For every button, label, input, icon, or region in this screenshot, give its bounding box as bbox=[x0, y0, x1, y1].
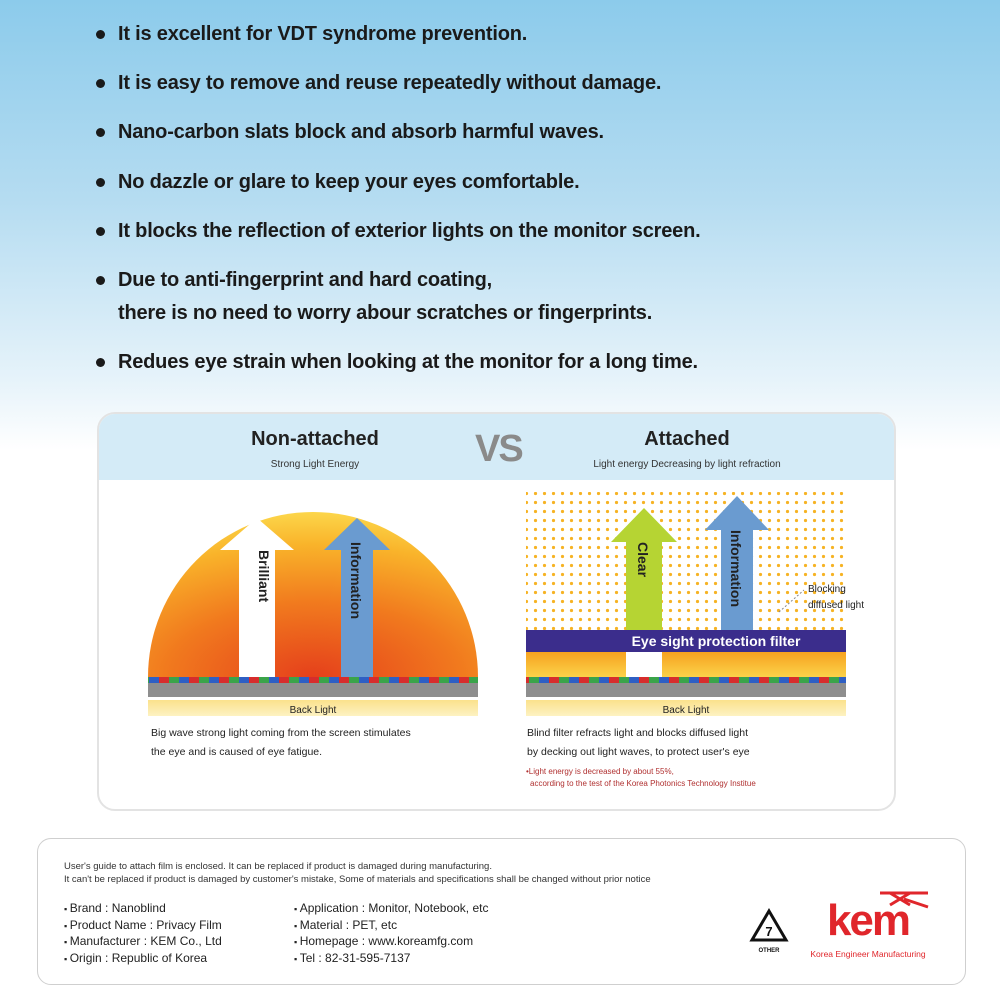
feature-text: It is easy to remove and reuse repeatedl… bbox=[118, 72, 662, 94]
information-label: Information bbox=[348, 542, 364, 619]
svg-text:kem: kem bbox=[827, 896, 909, 945]
left-desc-line: the eye and is caused of eye fatigue. bbox=[151, 746, 323, 758]
spec-brand: Brand : Nanoblind bbox=[64, 901, 222, 918]
back-light-label: Back Light bbox=[663, 705, 710, 716]
brilliant-label: Brilliant bbox=[256, 550, 272, 602]
svg-text:7: 7 bbox=[765, 924, 772, 939]
feature-text: Due to anti-fingerprint and hard coating… bbox=[118, 269, 493, 291]
bullet-icon bbox=[96, 79, 105, 88]
filter-label: Eye sight protection filter bbox=[632, 633, 801, 649]
information-label: Information bbox=[728, 530, 744, 607]
bullet-icon bbox=[96, 227, 105, 236]
left-subtitle: Strong Light Energy bbox=[270, 459, 360, 470]
spec-application: Application : Monitor, Notebook, etc bbox=[294, 901, 489, 918]
spec-material: Material : PET, etc bbox=[294, 918, 488, 935]
product-info-box: User's guide to attach film is enclosed.… bbox=[37, 838, 966, 985]
back-light bbox=[148, 700, 478, 716]
spec-list-left: Brand : Nanoblind Product Name : Privacy… bbox=[64, 901, 222, 967]
light-band bbox=[526, 652, 846, 677]
diffused-light-dots bbox=[526, 492, 846, 630]
guide-note: User's guide to attach film is enclosed.… bbox=[64, 861, 492, 872]
spec-list-right: Application : Monitor, Notebook, etc Mat… bbox=[294, 901, 489, 968]
comparison-card: Non-attached Strong Light Energy VS Atta… bbox=[97, 412, 896, 811]
right-desc-line: Blind filter refracts light and blocks d… bbox=[527, 727, 749, 739]
pixel-layer bbox=[148, 677, 478, 683]
spec-product-name: Product Name : Privacy Film bbox=[64, 918, 222, 935]
back-light bbox=[526, 700, 846, 716]
right-desc-line: by decking out light waves, to protect u… bbox=[527, 746, 750, 758]
clear-label: Clear bbox=[635, 542, 651, 578]
kem-logo: kem Korea Engineer Manufacturing bbox=[810, 891, 929, 959]
bullet-icon bbox=[96, 30, 105, 39]
clear-arrow bbox=[611, 508, 677, 630]
pixel-layer bbox=[526, 677, 846, 683]
test-note: •Light energy is decreased by about 55%,… bbox=[526, 766, 756, 790]
attached-diagram: Eye sight protection filter Clear Inform… bbox=[526, 492, 864, 716]
note-line: •Light energy is decreased by about 55%, bbox=[526, 767, 674, 776]
feature-text: there is no need to worry abour scratche… bbox=[118, 302, 653, 324]
spec-manufacturer: Manufacturer : KEM Co., Ltd bbox=[64, 934, 222, 951]
left-description: Big wave strong light coming from the sc… bbox=[151, 724, 411, 762]
information-arrow bbox=[705, 496, 769, 630]
light-dome bbox=[148, 512, 478, 677]
spec-tel: Tel : 82-31-595-7137 bbox=[294, 951, 488, 968]
comparison-diagram: Brilliant Information Back Light Eye sig… bbox=[148, 492, 864, 716]
back-light-label: Back Light bbox=[290, 705, 337, 716]
blocking-label-1: Blocking bbox=[808, 584, 846, 595]
feature-text: It blocks the reflection of exterior lig… bbox=[118, 220, 701, 242]
bullet-icon bbox=[96, 178, 105, 187]
left-title: Non-attached bbox=[251, 428, 379, 450]
warranty-note: It can't be replaced if product is damag… bbox=[64, 874, 651, 885]
blocking-label-2: diffused light bbox=[808, 600, 864, 611]
vs-label: VS bbox=[475, 428, 524, 470]
bullet-icon bbox=[96, 276, 105, 285]
spec-homepage: Homepage : www.koreamfg.com bbox=[294, 934, 488, 951]
bullet-icon bbox=[96, 358, 105, 367]
bullet-icon bbox=[96, 128, 105, 137]
feature-text: Nano-carbon slats block and absorb harmf… bbox=[118, 121, 604, 143]
brilliant-arrow bbox=[220, 518, 294, 677]
spec-origin: Origin : Republic of Korea bbox=[64, 951, 222, 968]
eye-sight-protection-filter bbox=[526, 630, 846, 652]
panel-layer bbox=[526, 683, 846, 697]
blocking-pointer bbox=[778, 589, 805, 613]
right-title: Attached bbox=[644, 428, 730, 450]
note-line: according to the test of the Korea Photo… bbox=[530, 779, 756, 788]
clear-gap bbox=[626, 652, 662, 677]
comparison-header bbox=[99, 414, 894, 480]
feature-text: Redues eye strain when looking at the mo… bbox=[118, 351, 698, 373]
recycle-7-icon: 7 OTHER bbox=[749, 908, 789, 954]
right-subtitle: Light energy Decreasing by light refract… bbox=[593, 459, 781, 470]
non-attached-diagram: Brilliant Information Back Light bbox=[148, 512, 478, 716]
information-arrow bbox=[324, 518, 390, 677]
svg-text:OTHER: OTHER bbox=[759, 948, 781, 954]
svg-text:Korea Engineer Manufacturing: Korea Engineer Manufacturing bbox=[810, 949, 926, 959]
feature-text: It is excellent for VDT syndrome prevent… bbox=[118, 23, 528, 45]
panel-layer bbox=[148, 683, 478, 697]
right-description: Blind filter refracts light and blocks d… bbox=[527, 724, 750, 762]
left-desc-line: Big wave strong light coming from the sc… bbox=[151, 727, 411, 739]
feature-text: No dazzle or glare to keep your eyes com… bbox=[118, 171, 580, 193]
